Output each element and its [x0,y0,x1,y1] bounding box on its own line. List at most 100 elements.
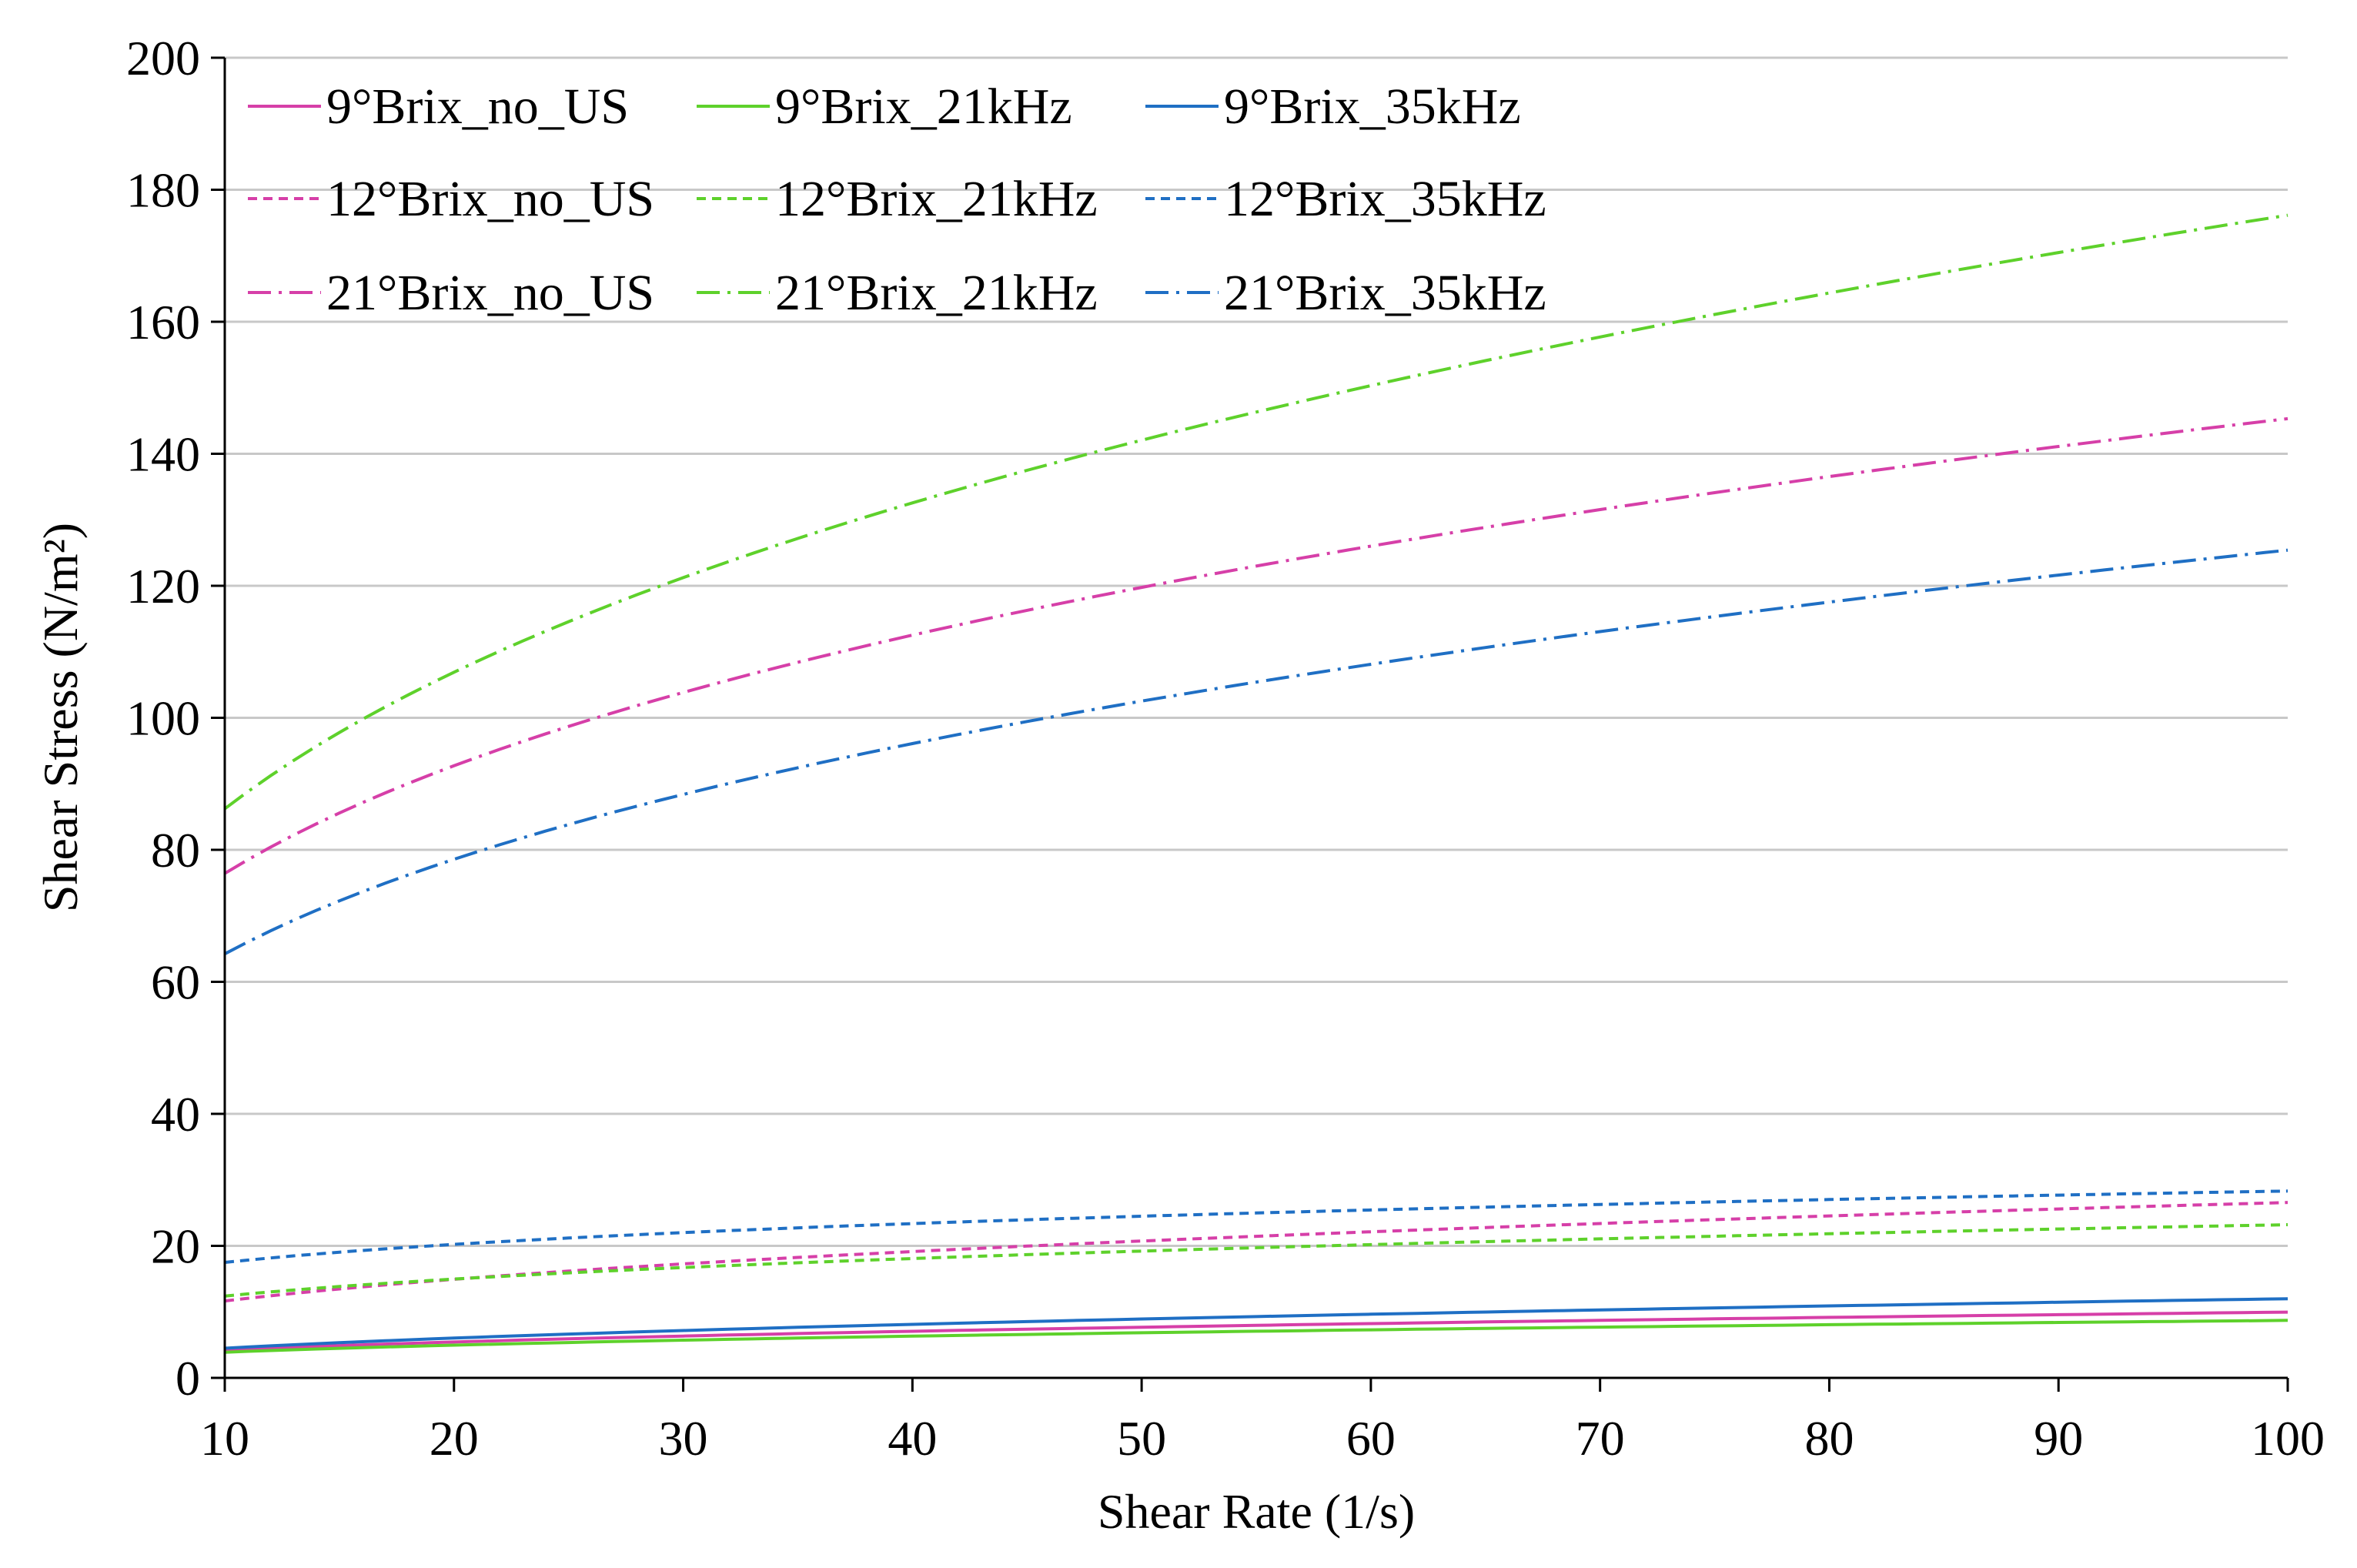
series-8-point [453,674,456,677]
series-6-point [1599,1202,1602,1205]
y-tick-label: 40 [151,1087,200,1142]
series-5-point [1369,1243,1372,1246]
series-7-point [1140,586,1143,589]
x-tick-label: 70 [1576,1411,1625,1466]
series-line-5 [224,1223,2288,1298]
x-tick-label: 90 [2034,1411,2083,1466]
series-7-point [2057,446,2060,449]
series-2-point [1599,1326,1602,1329]
series-1-point [453,1339,456,1342]
series-2-point [453,1343,456,1346]
series-line-4 [224,1201,2288,1303]
series-7-point [1827,476,1830,479]
y-tick-label: 0 [176,1351,200,1406]
x-tick-label: 10 [200,1411,249,1466]
legend-label: 9°Brix_no_US [326,79,629,135]
legend-item: 9°Brix_35kHz [1145,79,1521,135]
series-1-point [1827,1316,1830,1319]
legend-item: 9°Brix_21kHz [697,79,1072,135]
legend-item: 9°Brix_no_US [248,79,629,135]
legend-label: 12°Brix_21kHz [775,171,1098,227]
y-tick-label: 120 [126,559,200,613]
series-8-point [682,577,685,580]
series-8-point [2286,215,2289,218]
series-1-point [1369,1322,1372,1325]
series-2-point [911,1334,914,1337]
y-tick-label: 100 [126,691,200,746]
x-tick-label: 60 [1346,1411,1396,1466]
y-tick-label: 20 [151,1219,200,1274]
legend-label: 9°Brix_35kHz [1224,79,1521,135]
series-1-point [911,1329,914,1332]
series-2-point [682,1338,685,1341]
series-9-point [453,855,456,858]
series-4-point [2286,1202,2289,1205]
series-9-point [682,792,685,795]
series-3-point [911,1323,914,1326]
legend-item: 21°Brix_21kHz [697,265,1098,321]
series-group [223,213,2289,1354]
series-2-point [1827,1323,1830,1326]
legend-label: 21°Brix_no_US [326,265,654,321]
series-5-point [1827,1232,1830,1235]
series-5-point [1140,1249,1143,1252]
y-axis-label: Shear Stress (N/m²) [33,523,88,912]
series-7-point [1369,545,1372,548]
series-1-point [682,1333,685,1336]
series-line-8 [223,213,2288,811]
series-4-point [2057,1208,2060,1211]
x-tick-label: 80 [1804,1411,1854,1466]
series-6-point [1140,1214,1143,1217]
series-2-point [2286,1319,2289,1322]
ticks: 0 20 40 60 80 100 120 140 160 180 200 10 20 30 40 50 60 7… [126,31,2325,1466]
series-3-point [682,1329,685,1332]
y-tick-label: 140 [126,427,200,482]
series-3-point [453,1337,456,1340]
y-tick-label: 160 [126,295,200,349]
series-line-2 [224,1319,2288,1354]
series-5-point [1599,1238,1602,1241]
series-4-point [1369,1230,1372,1233]
series-5-point [2286,1224,2289,1227]
legend-label: 12°Brix_no_US [326,171,654,227]
series-3-point [1369,1313,1372,1316]
legend-item: 12°Brix_21kHz [697,171,1098,227]
series-1-point [1140,1325,1143,1328]
gridlines [225,56,2288,1247]
legend-item: 21°Brix_35kHz [1145,265,1546,321]
series-7-point [453,766,456,769]
y-tick-label: 200 [126,31,200,85]
series-2-point [1369,1328,1372,1331]
series-9-point [1827,600,1830,603]
series-8-point [911,502,914,505]
series-line-6 [224,1189,2288,1264]
series-9-point [1140,700,1143,703]
series-8-point [1369,383,1372,386]
x-tick-label: 50 [1117,1411,1166,1466]
series-6-point [1827,1198,1830,1201]
series-7-point [911,634,914,637]
y-tick-label: 80 [151,823,200,878]
legend-item: 21°Brix_no_US [248,265,654,321]
series-9-point [1369,664,1372,667]
legend-label: 12°Brix_35kHz [1224,171,1546,227]
series-4-point [911,1249,914,1252]
x-tick-label: 40 [888,1411,937,1466]
series-9-point [1599,630,1602,634]
series-4-point [1599,1222,1602,1225]
series-9-point [2286,548,2289,551]
series-line-9 [224,548,2288,955]
series-8-point [1827,290,1830,293]
series-line-3 [224,1297,2288,1350]
series-6-point [2057,1194,2060,1197]
series-5-point [453,1277,456,1280]
series-3-point [2286,1297,2289,1300]
x-tick-label: 20 [430,1411,479,1466]
series-2-point [2057,1322,2060,1325]
legend-label: 9°Brix_21kHz [775,79,1072,135]
series-6-point [911,1221,914,1224]
series-8-point [2057,251,2060,254]
series-line-7 [223,416,2288,875]
legend-item: 12°Brix_35kHz [1145,171,1546,227]
